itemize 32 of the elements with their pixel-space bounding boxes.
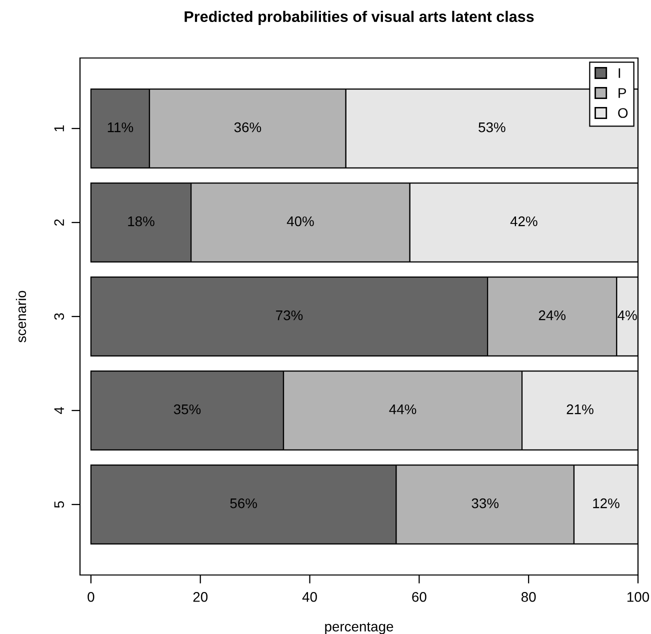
y-tick-label: 2 (54, 219, 64, 226)
x-tick-label: 100 (627, 592, 650, 602)
data-label: 35% (174, 404, 201, 414)
data-label: 21% (566, 404, 594, 414)
data-label: 44% (389, 404, 416, 414)
x-axis-title: percentage (325, 622, 394, 634)
data-label: 36% (234, 122, 262, 132)
data-label: 24% (538, 310, 566, 320)
y-tick-label: 4 (54, 407, 64, 414)
data-label: 53% (478, 122, 506, 132)
data-label: 18% (128, 216, 154, 226)
data-label: 73% (276, 310, 303, 320)
legend-label: O (618, 108, 628, 118)
data-label: 11% (108, 122, 134, 132)
x-tick-label: 20 (193, 592, 208, 602)
x-tick-label: 0 (88, 592, 94, 602)
chart-title: Predicted probabilities of visual arts latent class (184, 10, 534, 26)
data-label: 4% (618, 310, 637, 320)
data-label: 56% (230, 498, 257, 508)
x-tick-label: 60 (412, 592, 426, 602)
data-label: 40% (286, 216, 314, 226)
y-tick-label: 5 (54, 501, 64, 508)
y-tick-label: 1 (54, 125, 64, 132)
data-label: 42% (510, 216, 538, 226)
legend-label: I (618, 68, 620, 78)
y-tick-label: 3 (54, 313, 64, 320)
x-tick-label: 40 (302, 592, 317, 602)
legend-label: P (618, 88, 626, 98)
y-axis-title: scenario (16, 290, 26, 342)
data-label: 33% (472, 498, 499, 508)
x-tick-label: 80 (521, 592, 536, 602)
data-label: 12% (593, 498, 620, 508)
